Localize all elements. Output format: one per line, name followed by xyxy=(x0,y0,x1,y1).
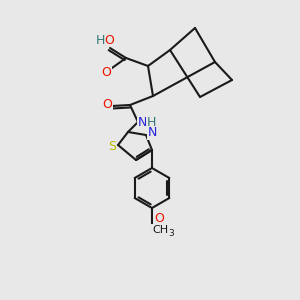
Text: 3: 3 xyxy=(168,229,174,238)
Text: O: O xyxy=(101,65,111,79)
Text: S: S xyxy=(108,140,116,152)
Text: N: N xyxy=(147,127,157,140)
Text: N: N xyxy=(137,116,147,128)
Text: O: O xyxy=(104,34,114,46)
Text: O: O xyxy=(102,98,112,112)
Text: H: H xyxy=(95,34,105,46)
Text: O: O xyxy=(154,212,164,224)
Text: H: H xyxy=(146,116,156,128)
Text: CH: CH xyxy=(152,225,168,235)
